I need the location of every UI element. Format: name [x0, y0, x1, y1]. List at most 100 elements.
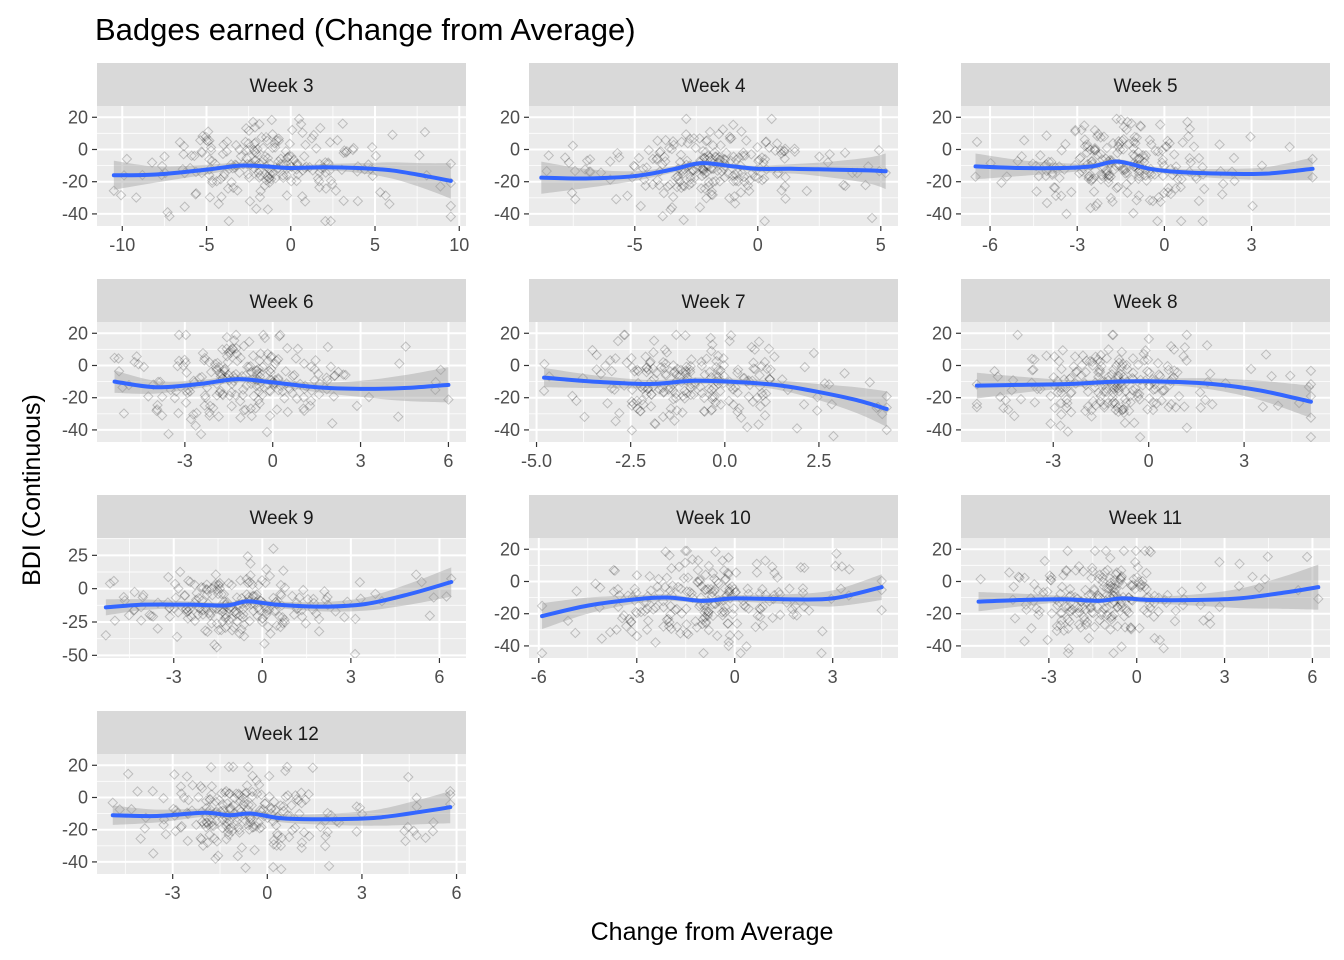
scatter-point: [1103, 344, 1114, 355]
scatter-point: [1113, 406, 1124, 418]
scatter-point: [1137, 149, 1149, 161]
x-tick-label: -3: [1069, 235, 1085, 255]
scatter-point: [1103, 173, 1115, 185]
scatter-point: [236, 842, 248, 853]
scatter-point: [750, 621, 761, 633]
scatter-point: [1106, 614, 1117, 625]
scatter-point: [260, 577, 271, 589]
scatter-point: [1083, 173, 1094, 185]
scatter-point: [263, 365, 275, 377]
scatter-point: [707, 391, 718, 403]
scatter-point: [1156, 145, 1168, 156]
scatter-point: [667, 385, 679, 396]
scatter-point: [202, 598, 214, 610]
scatter-point: [286, 161, 297, 173]
y-tick-label: -20: [926, 172, 952, 192]
scatter-point: [816, 647, 827, 658]
scatter-point: [443, 394, 454, 405]
scatter-point: [305, 395, 317, 406]
scatter-point: [219, 787, 231, 798]
scatter-point: [609, 384, 620, 395]
x-tick-label: -3: [1041, 667, 1057, 687]
scatter-point: [1082, 386, 1094, 398]
scatter-point: [205, 366, 217, 378]
scatter-point: [1156, 385, 1168, 397]
scatter-point: [1096, 375, 1108, 387]
scatter-point: [1163, 402, 1175, 413]
scatter-point: [164, 210, 175, 222]
scatter-point: [1084, 170, 1095, 182]
scatter-point: [1118, 403, 1130, 415]
scatter-point: [667, 393, 679, 405]
scatter-point: [137, 592, 148, 603]
scatter-point: [266, 114, 278, 126]
scatter-point: [283, 150, 295, 162]
scatter-point: [232, 185, 243, 196]
scatter-point: [1074, 167, 1085, 179]
scatter-point: [1108, 647, 1119, 658]
scatter-point: [1088, 583, 1100, 595]
scatter-point: [1086, 411, 1097, 422]
scatter-point: [221, 816, 233, 828]
scatter-point: [152, 623, 164, 634]
scatter-points: [108, 113, 457, 226]
scatter-point: [1175, 215, 1187, 226]
scatter-point: [1108, 364, 1119, 375]
scatter-point: [354, 576, 366, 588]
scatter-point: [108, 575, 120, 587]
scatter-point: [113, 353, 124, 364]
scatter-point: [260, 563, 272, 575]
scatter-point: [686, 354, 697, 365]
scatter-point: [1076, 124, 1087, 136]
scatter-point: [1191, 173, 1202, 185]
scatter-point: [1133, 165, 1145, 177]
scatter-point: [1076, 602, 1088, 613]
scatter-point: [735, 647, 746, 658]
scatter-point: [256, 821, 267, 833]
scatter-point: [1164, 137, 1175, 149]
scatter-point: [270, 172, 281, 184]
scatter-point: [1105, 624, 1116, 635]
scatter-point: [713, 128, 725, 140]
scatter-point: [352, 161, 364, 172]
scatter-point: [1142, 403, 1153, 415]
scatter-point: [238, 340, 250, 352]
scatter-point: [279, 582, 291, 593]
scatter-point: [671, 621, 683, 633]
scatter-point: [779, 153, 791, 164]
scatter-point: [210, 796, 222, 807]
scatter-point: [571, 585, 582, 597]
scatter-point: [1127, 149, 1139, 160]
scatter-point: [1168, 344, 1180, 355]
scatter-point: [172, 807, 183, 819]
scatter-point: [424, 610, 436, 622]
scatter-point: [666, 562, 677, 574]
scatter-point: [400, 341, 412, 352]
scatter-point: [664, 409, 675, 421]
scatter-point: [752, 610, 763, 622]
scatter-point: [314, 166, 325, 178]
scatter-point: [687, 165, 699, 176]
scatter-point: [314, 182, 325, 193]
x-tick-label: -3: [177, 451, 193, 471]
scatter-point: [614, 407, 625, 419]
x-tick-label: -3: [629, 667, 645, 687]
scatter-point: [292, 169, 304, 180]
scatter-point: [727, 608, 738, 620]
scatter-point: [195, 428, 207, 440]
scatter-point: [1089, 144, 1101, 156]
scatter-point: [338, 369, 349, 380]
scatter-point: [286, 387, 298, 399]
scatter-point: [129, 586, 140, 598]
scatter-point: [1184, 166, 1195, 178]
scatter-point: [700, 617, 712, 629]
scatter-point: [1188, 141, 1200, 152]
y-tick-label: 0: [78, 787, 88, 807]
scatter-point: [671, 369, 682, 381]
scatter-point: [282, 406, 294, 418]
scatter-point: [273, 135, 285, 147]
scatter-point: [1061, 208, 1072, 220]
scatter-point: [682, 572, 694, 583]
scatter-point: [661, 572, 673, 584]
scatter-point: [250, 137, 261, 148]
